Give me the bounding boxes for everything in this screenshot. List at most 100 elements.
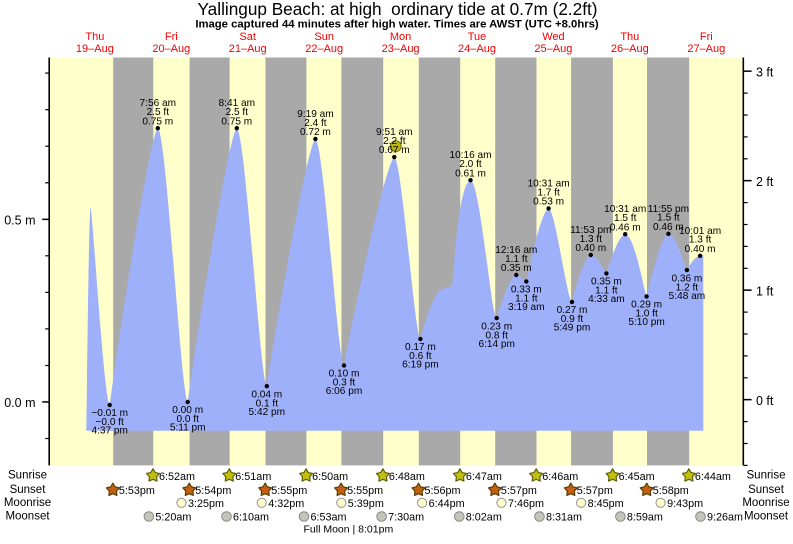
svg-text:10:01 am: 10:01 am <box>679 226 721 237</box>
svg-text:22–Aug: 22–Aug <box>305 43 343 55</box>
svg-text:0.72 m: 0.72 m <box>300 127 331 138</box>
svg-text:20–Aug: 20–Aug <box>152 43 190 55</box>
svg-text:25–Aug: 25–Aug <box>534 43 572 55</box>
svg-text:5:49 pm: 5:49 pm <box>554 323 590 334</box>
svg-text:Sun: Sun <box>314 31 334 43</box>
svg-text:Yallingup Beach: at high ordi: Yallingup Beach: at high ordinary tide a… <box>198 0 598 19</box>
svg-text:2.5 ft: 2.5 ft <box>226 107 249 118</box>
svg-text:24–Aug: 24–Aug <box>458 43 496 55</box>
svg-text:0.53 m: 0.53 m <box>533 197 564 208</box>
svg-text:0.75 m: 0.75 m <box>221 116 252 127</box>
svg-text:1.1 ft: 1.1 ft <box>515 294 538 305</box>
svg-text:Sunset: Sunset <box>10 484 47 496</box>
svg-text:5:55pm: 5:55pm <box>271 485 307 497</box>
svg-text:9:26am: 9:26am <box>707 512 743 524</box>
svg-text:0.29 m: 0.29 m <box>631 300 662 311</box>
svg-text:5:39pm: 5:39pm <box>348 498 384 510</box>
svg-text:0.75 m: 0.75 m <box>142 116 173 127</box>
svg-text:0.1 ft: 0.1 ft <box>256 398 279 409</box>
svg-text:8:45pm: 8:45pm <box>588 498 624 510</box>
svg-text:8:59am: 8:59am <box>627 512 663 524</box>
svg-text:8:41 am: 8:41 am <box>219 98 255 109</box>
svg-text:1.7 ft: 1.7 ft <box>537 187 560 198</box>
svg-text:−0.01 m: −0.01 m <box>91 408 128 419</box>
svg-text:6:47am: 6:47am <box>466 471 502 483</box>
svg-text:Moonrise: Moonrise <box>742 497 789 509</box>
svg-text:6:52am: 6:52am <box>159 471 195 483</box>
svg-text:7:30am: 7:30am <box>388 512 424 524</box>
svg-text:0.3 ft: 0.3 ft <box>333 378 356 389</box>
svg-text:4:32pm: 4:32pm <box>268 498 304 510</box>
svg-text:1.1 ft: 1.1 ft <box>505 254 528 265</box>
svg-text:9:51 am: 9:51 am <box>376 127 412 138</box>
svg-text:Thu: Thu <box>85 31 104 43</box>
svg-text:0.36 m: 0.36 m <box>671 273 702 284</box>
svg-text:5:54pm: 5:54pm <box>195 485 231 497</box>
svg-text:0.8 ft: 0.8 ft <box>485 330 508 341</box>
svg-text:6:46am: 6:46am <box>542 471 578 483</box>
svg-text:3 ft: 3 ft <box>756 65 774 79</box>
svg-text:Sunrise: Sunrise <box>8 470 47 482</box>
svg-text:5:20am: 5:20am <box>155 512 191 524</box>
svg-text:5:53pm: 5:53pm <box>119 485 155 497</box>
svg-text:Moonset: Moonset <box>744 511 789 523</box>
svg-text:3:19 am: 3:19 am <box>508 302 544 313</box>
svg-text:0.5 m: 0.5 m <box>4 214 35 228</box>
svg-text:Moonrise: Moonrise <box>4 497 51 509</box>
svg-text:6:14 pm: 6:14 pm <box>478 339 514 350</box>
svg-text:0.6 ft: 0.6 ft <box>409 351 432 362</box>
svg-text:6:45am: 6:45am <box>619 471 655 483</box>
svg-text:7:46pm: 7:46pm <box>508 498 544 510</box>
svg-text:9:19 am: 9:19 am <box>297 109 333 120</box>
svg-text:2.2 ft: 2.2 ft <box>383 136 406 147</box>
svg-text:10:16 am: 10:16 am <box>449 150 491 161</box>
svg-text:1.3 ft: 1.3 ft <box>689 235 712 246</box>
svg-text:2.0 ft: 2.0 ft <box>459 159 482 170</box>
svg-text:21–Aug: 21–Aug <box>229 43 267 55</box>
svg-text:12:16 am: 12:16 am <box>495 245 537 256</box>
svg-text:0.40 m: 0.40 m <box>685 244 716 255</box>
svg-text:4:33 am: 4:33 am <box>588 294 624 305</box>
svg-text:2.5 ft: 2.5 ft <box>147 107 170 118</box>
svg-text:8:02am: 8:02am <box>466 512 502 524</box>
svg-text:2 ft: 2 ft <box>756 175 774 189</box>
svg-text:5:56pm: 5:56pm <box>425 485 461 497</box>
svg-text:6:48am: 6:48am <box>389 471 425 483</box>
svg-text:Wed: Wed <box>542 31 564 43</box>
svg-text:Mon: Mon <box>390 31 411 43</box>
svg-text:5:10 pm: 5:10 pm <box>628 317 664 328</box>
svg-text:0.46 m: 0.46 m <box>653 222 684 233</box>
svg-text:0.9 ft: 0.9 ft <box>561 314 584 325</box>
svg-text:2.4 ft: 2.4 ft <box>304 118 327 129</box>
svg-text:10:31 am: 10:31 am <box>604 204 646 215</box>
svg-text:23–Aug: 23–Aug <box>382 43 420 55</box>
svg-text:5:58pm: 5:58pm <box>653 485 689 497</box>
svg-text:26–Aug: 26–Aug <box>611 43 649 55</box>
svg-text:8:31am: 8:31am <box>546 512 582 524</box>
svg-text:Sat: Sat <box>239 31 256 43</box>
svg-text:6:44pm: 6:44pm <box>429 498 465 510</box>
svg-text:0.17 m: 0.17 m <box>405 342 436 353</box>
svg-text:0.0 ft: 0.0 ft <box>176 414 199 425</box>
svg-text:11:55 pm: 11:55 pm <box>648 204 689 215</box>
svg-text:Full Moon | 8:01pm: Full Moon | 8:01pm <box>304 524 394 536</box>
svg-text:9:43pm: 9:43pm <box>667 498 703 510</box>
svg-text:6:44am: 6:44am <box>695 471 731 483</box>
svg-text:5:11 pm: 5:11 pm <box>170 423 206 434</box>
svg-text:4:37 pm: 4:37 pm <box>91 426 127 437</box>
svg-text:1.3 ft: 1.3 ft <box>580 234 603 245</box>
svg-text:Thu: Thu <box>620 31 639 43</box>
svg-text:0.23 m: 0.23 m <box>481 321 512 332</box>
svg-text:Sunrise: Sunrise <box>747 470 786 482</box>
svg-text:Tue: Tue <box>468 31 487 43</box>
svg-text:6:10am: 6:10am <box>233 512 269 524</box>
svg-text:1.1 ft: 1.1 ft <box>595 286 618 297</box>
svg-text:0.61 m: 0.61 m <box>455 168 486 179</box>
svg-text:0 ft: 0 ft <box>756 394 774 408</box>
svg-text:0.0 m: 0.0 m <box>4 396 35 410</box>
svg-text:Fri: Fri <box>700 31 713 43</box>
svg-text:5:57pm: 5:57pm <box>577 485 613 497</box>
svg-text:Moonset: Moonset <box>5 511 50 523</box>
svg-text:1.5 ft: 1.5 ft <box>614 213 637 224</box>
svg-text:1 ft: 1 ft <box>756 284 774 298</box>
